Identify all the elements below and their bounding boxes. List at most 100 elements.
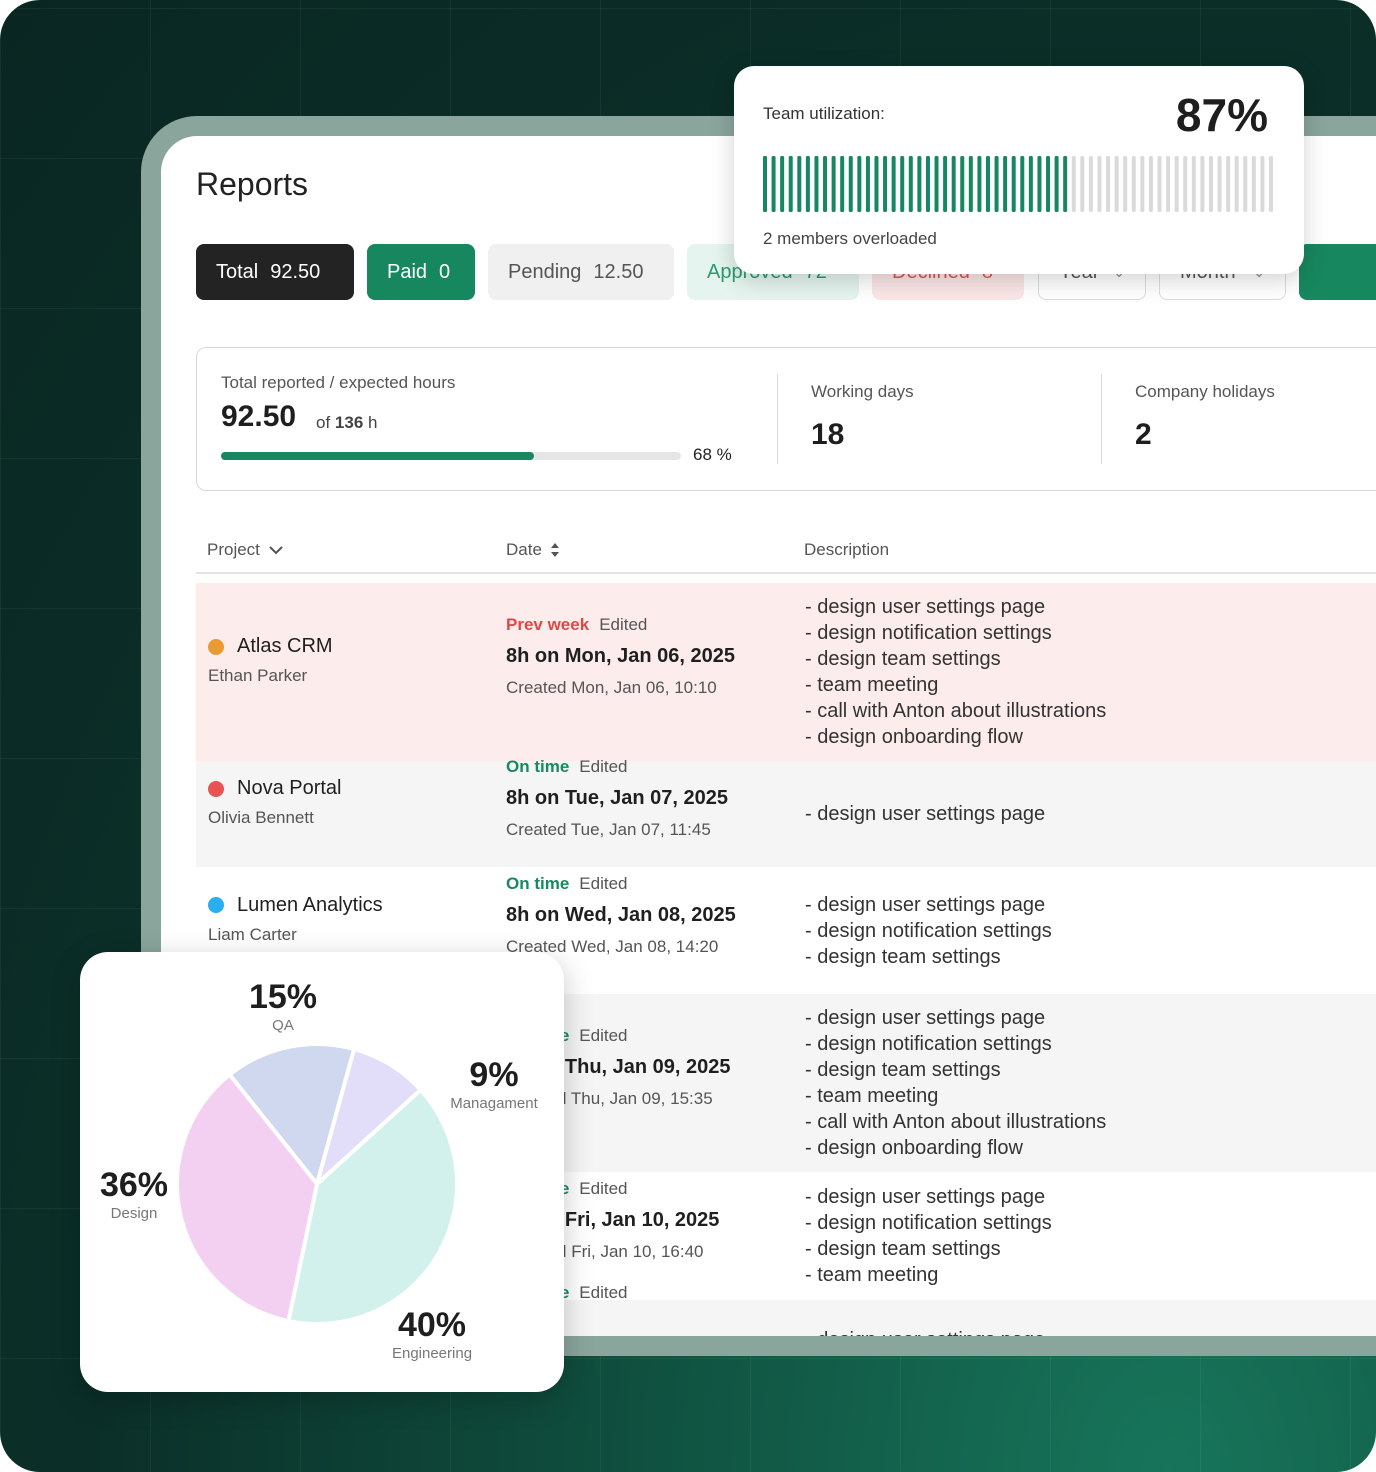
description-line: - call with Anton about illustrations bbox=[805, 700, 1107, 722]
row-created: Created Mon, Jan 06, 10:10 bbox=[506, 678, 717, 697]
project-color-dot bbox=[208, 897, 224, 913]
column-header-date[interactable]: Date bbox=[506, 540, 560, 560]
working-days-label: Working days bbox=[811, 382, 914, 401]
divider bbox=[1101, 374, 1102, 464]
column-header-project[interactable]: Project bbox=[207, 540, 284, 560]
slice-label-engineering: 40% Engineering bbox=[362, 1306, 502, 1362]
utilization-bar-empty bbox=[1148, 156, 1153, 212]
row-project: Lumen Analytics bbox=[208, 894, 383, 917]
row-hours: 8h on Wed, Jan 08, 2025 bbox=[506, 903, 736, 926]
page-title: Reports bbox=[196, 166, 309, 202]
pie-slice-engineering bbox=[286, 1087, 459, 1327]
row-status: On time Edited bbox=[506, 757, 628, 777]
utilization-bar-empty bbox=[1114, 156, 1119, 212]
primary-action-button[interactable] bbox=[1299, 244, 1376, 300]
row-description: - design user settings page - design noti… bbox=[805, 1005, 1106, 1161]
utilization-bar-filled bbox=[951, 156, 956, 212]
hours-unit: h bbox=[368, 413, 378, 432]
hours-expected: of 136 h bbox=[316, 413, 378, 433]
utilization-bar-empty bbox=[1208, 156, 1213, 212]
divider bbox=[777, 374, 778, 464]
utilization-bar-filled bbox=[1037, 156, 1042, 212]
utilization-bar-filled bbox=[857, 156, 862, 212]
description-line: - design user settings page bbox=[805, 1007, 1046, 1029]
row-edited-label: Edited bbox=[579, 757, 628, 776]
row-description: - design user settings page bbox=[805, 1327, 1045, 1336]
utilization-bar-filled bbox=[1046, 156, 1051, 212]
description-line: - design notification settings bbox=[805, 919, 1052, 942]
team-utilization-card: Team utilization: 87% 2 members overload… bbox=[734, 66, 1304, 274]
utilization-bar-filled bbox=[1020, 156, 1025, 212]
summary-card: Total reported / expected hours 92.50 of… bbox=[196, 347, 1376, 491]
project-color-dot bbox=[208, 780, 224, 797]
hours-expected-value: 136 bbox=[334, 413, 364, 432]
table-header-divider bbox=[196, 572, 1376, 574]
filter-total-button[interactable]: Total 92.50 bbox=[196, 244, 354, 300]
description-line: - design team settings bbox=[805, 1238, 1001, 1260]
row-hours: 8h on Tue, Jan 07, 2025 bbox=[506, 787, 728, 809]
chevron-down-icon bbox=[269, 546, 283, 555]
utilization-bar-filled bbox=[814, 156, 819, 212]
pie-chart bbox=[174, 1042, 459, 1327]
utilization-bar-empty bbox=[1260, 156, 1265, 212]
row-status-badge: Prev week bbox=[506, 615, 590, 634]
utilization-bar-filled bbox=[883, 156, 888, 212]
filter-paid-button[interactable]: Paid 0 bbox=[367, 244, 475, 300]
row-person: Ethan Parker bbox=[208, 666, 308, 685]
hours-value: 92.50 bbox=[221, 400, 297, 433]
description-line: - design team settings bbox=[805, 1059, 1001, 1081]
utilization-bar-filled bbox=[848, 156, 853, 212]
row-edited-label: Edited bbox=[599, 615, 648, 634]
utilization-bar-filled bbox=[891, 156, 896, 212]
slice-engineering-name: Engineering bbox=[391, 1345, 473, 1362]
row-person: Olivia Bennett bbox=[208, 808, 314, 827]
slice-qa-name: QA bbox=[272, 1017, 294, 1034]
description-line: - design user settings page bbox=[805, 803, 1046, 825]
holidays-label: Company holidays bbox=[1135, 382, 1275, 401]
utilization-bar-filled bbox=[934, 156, 939, 212]
utilization-bar-empty bbox=[1157, 156, 1162, 212]
slice-design-name: Design bbox=[110, 1205, 158, 1222]
description-line: - team meeting bbox=[805, 674, 939, 696]
utilization-bar-filled bbox=[908, 156, 913, 212]
holidays-value: 2 bbox=[1135, 418, 1152, 451]
description-line: - design team settings bbox=[805, 648, 1001, 670]
column-header-date-label: Date bbox=[506, 540, 542, 559]
row-description: - design user settings page - design noti… bbox=[805, 1184, 1052, 1288]
hours-progress-label: 68 % bbox=[693, 445, 732, 464]
table-row[interactable]: Nova Portal Olivia Bennett On time Edited 8h… bbox=[196, 757, 1376, 867]
filter-pending-button[interactable]: Pending 12.50 bbox=[488, 244, 674, 300]
utilization-bar-filled bbox=[831, 156, 836, 212]
utilization-bar-filled bbox=[943, 156, 948, 212]
utilization-bar-filled bbox=[840, 156, 845, 212]
utilization-bar-empty bbox=[1183, 156, 1188, 212]
row-project: Nova Portal bbox=[208, 777, 342, 800]
utilization-bar-filled bbox=[968, 156, 973, 212]
utilization-bar-empty bbox=[1123, 156, 1128, 212]
row-person: Liam Carter bbox=[208, 924, 297, 944]
description-line: - design onboarding flow bbox=[805, 726, 1023, 748]
row-description: - design user settings page - design noti… bbox=[805, 594, 1106, 750]
description-line: - design notification settings bbox=[805, 622, 1052, 644]
utilization-bar-meter bbox=[763, 156, 1273, 212]
utilization-bar-filled bbox=[865, 156, 870, 212]
row-edited-label: Edited bbox=[579, 873, 628, 893]
utilization-bar-filled bbox=[805, 156, 810, 212]
utilization-bar-filled bbox=[960, 156, 965, 212]
utilization-bar-empty bbox=[1243, 156, 1248, 212]
utilization-bar-empty bbox=[1088, 156, 1093, 212]
row-status-badge: On time bbox=[506, 757, 570, 776]
column-header-project-label: Project bbox=[207, 540, 260, 559]
utilization-bar-empty bbox=[1251, 156, 1256, 212]
utilization-bar-filled bbox=[985, 156, 990, 212]
slice-design-percent: 36% bbox=[99, 1166, 169, 1204]
row-project-name: Lumen Analytics bbox=[237, 893, 383, 916]
row-edited-label: Edited bbox=[579, 1179, 628, 1198]
utilization-bar-filled bbox=[1003, 156, 1008, 212]
slice-label-design: 36% Design bbox=[64, 1166, 204, 1222]
description-line: - design onboarding flow bbox=[805, 1137, 1023, 1159]
utilization-bar-filled bbox=[874, 156, 879, 212]
table-row[interactable]: Atlas CRM Ethan Parker Prev week Edited 8h o… bbox=[196, 583, 1376, 761]
pie-slice-qa bbox=[227, 1042, 357, 1186]
utilization-bar-filled bbox=[771, 156, 776, 212]
